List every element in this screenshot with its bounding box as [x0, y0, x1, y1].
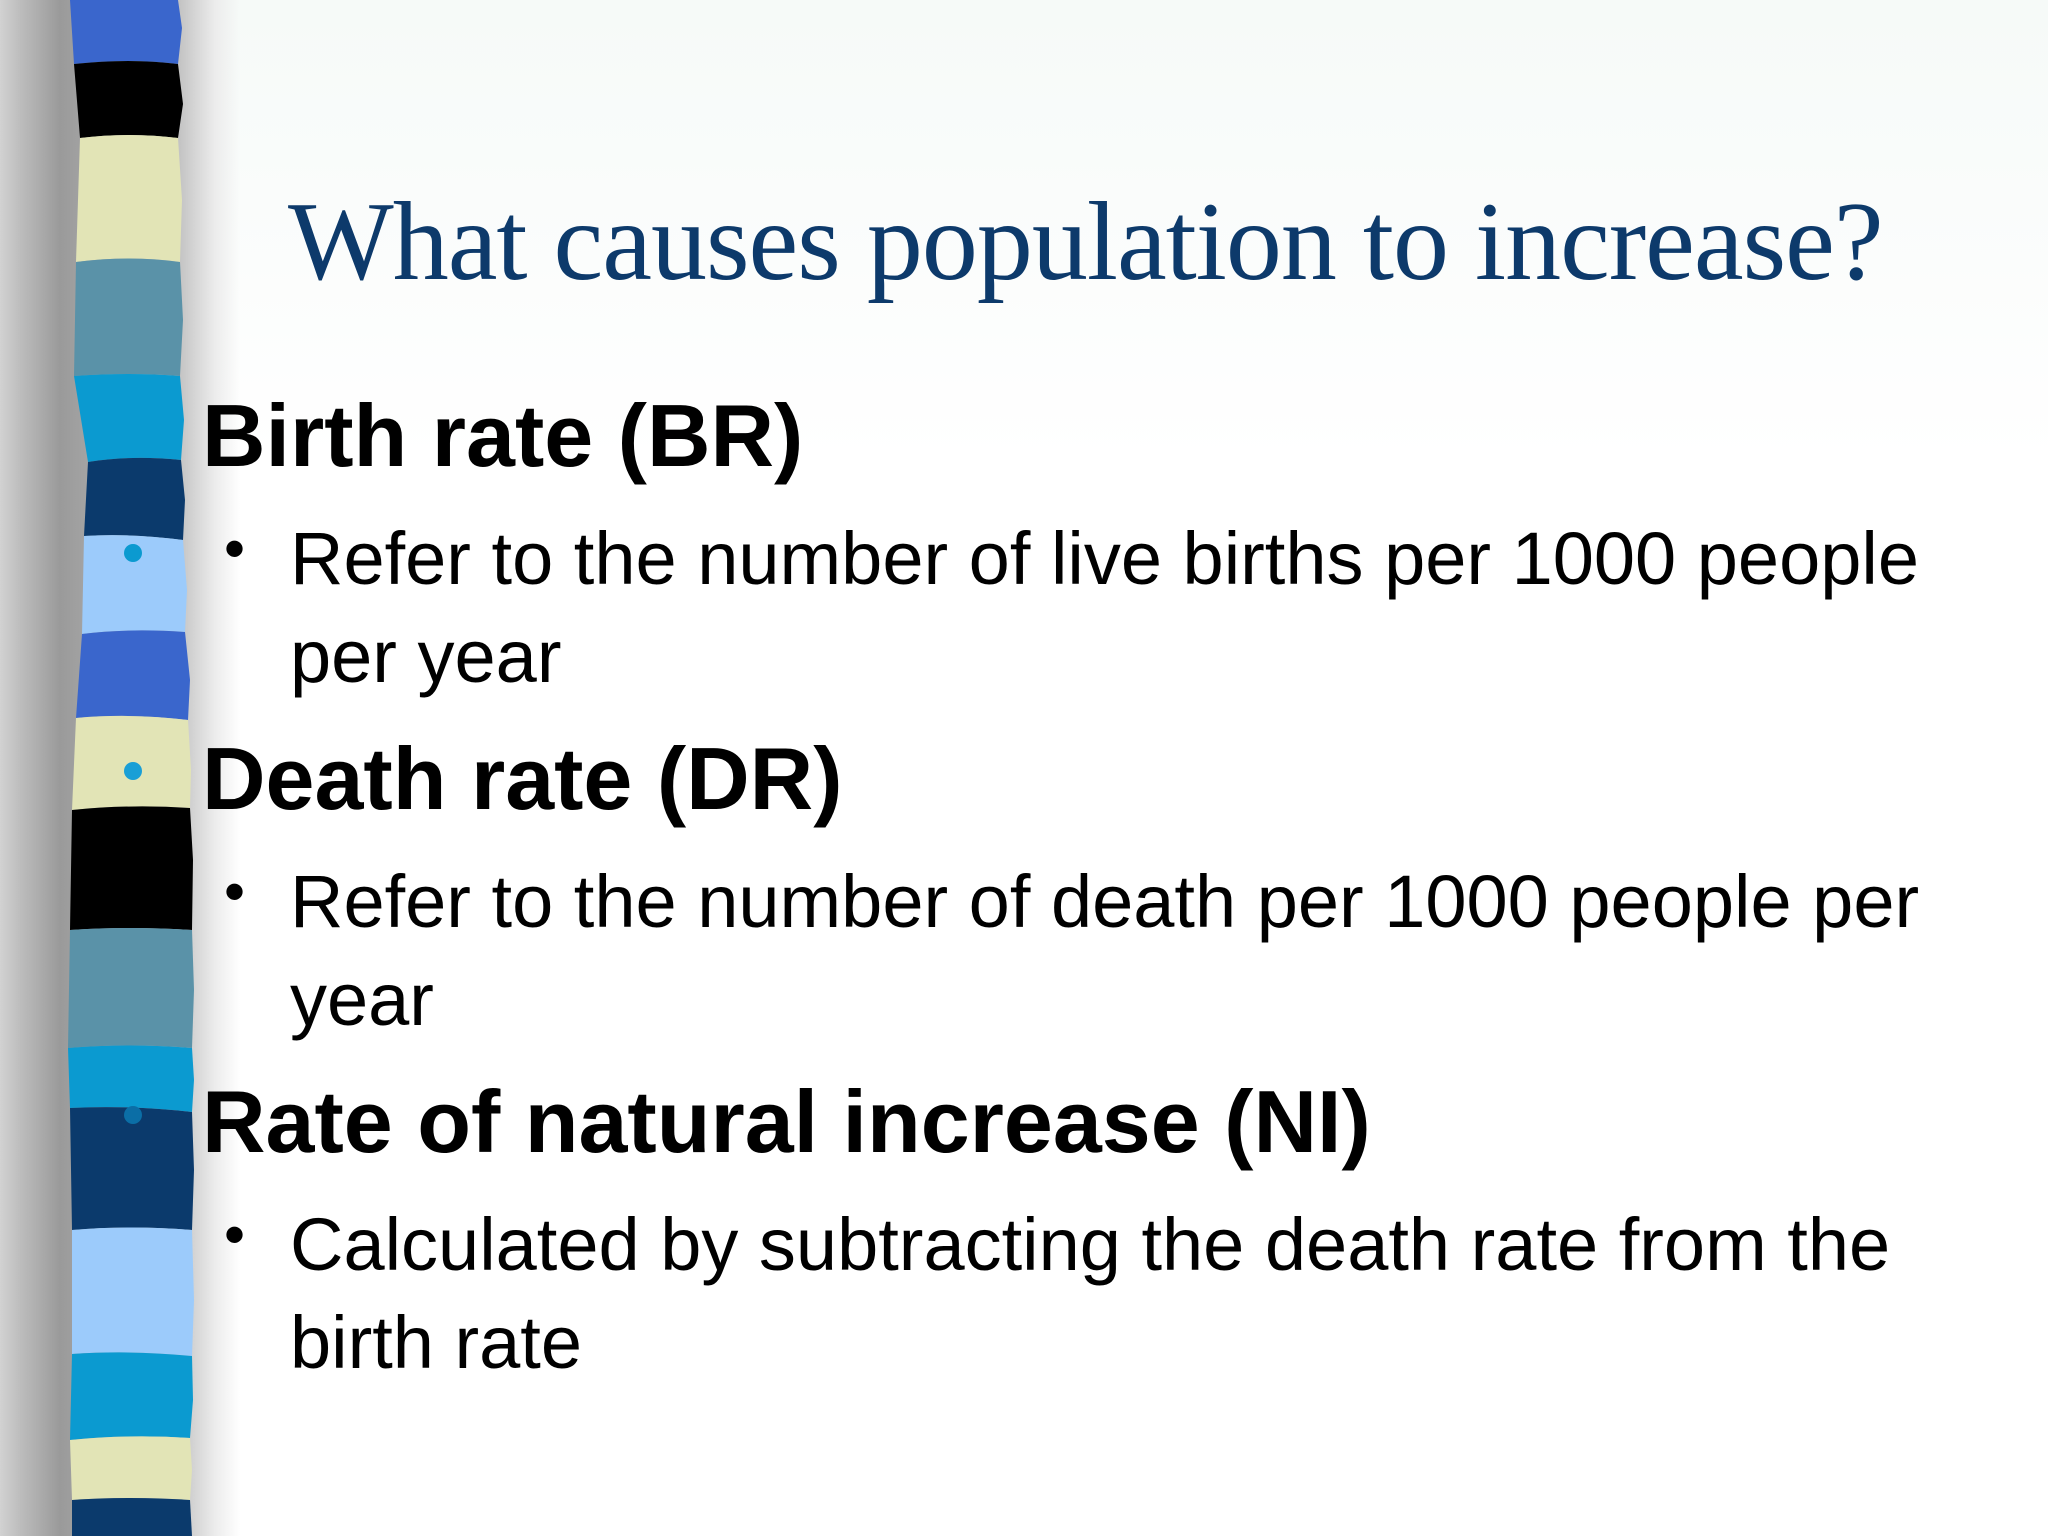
stripe-segment [72, 1498, 192, 1536]
bullet-dot-icon [124, 762, 142, 780]
stripe-segment [70, 806, 193, 930]
stripe-segment [68, 928, 194, 1048]
stripe-segment [70, 1352, 193, 1440]
stripe-segment [82, 535, 187, 634]
decorative-stripe-bar [68, 0, 194, 1536]
sub-bullet-icon: • [224, 858, 246, 925]
stripe-segment [76, 630, 190, 720]
sub-bullet-icon: • [224, 1201, 246, 1268]
stripe-segment [76, 135, 182, 262]
stripe-segment [84, 457, 185, 540]
bullet-dot-icon [124, 1106, 142, 1124]
stripe-segment [70, 0, 182, 64]
slide-title: What causes population to increase? [288, 180, 1884, 304]
stripe-segment [70, 1107, 194, 1230]
bullet-heading-natural-increase: Rate of natural increase (NI) [202, 1072, 1371, 1171]
stripe-segment [70, 1436, 192, 1500]
stripe-segment [68, 1045, 194, 1112]
bullet-detail-death-rate: Refer to the number of death per 1000 pe… [290, 860, 1920, 1041]
bullet-detail-natural-increase: Calculated by subtracting the death rate… [290, 1203, 1891, 1384]
stripe-segment [72, 1227, 194, 1356]
stripe-segment [74, 374, 184, 462]
bullet-dot-icon [124, 544, 142, 562]
bullet-heading-birth-rate: Birth rate (BR) [202, 386, 804, 485]
stripe-segment [74, 61, 183, 138]
stripe-segment [74, 258, 183, 376]
sub-bullet-icon: • [224, 515, 246, 582]
bullet-detail-birth-rate: Refer to the number of live births per 1… [290, 517, 1919, 698]
bullet-heading-death-rate: Death rate (DR) [202, 729, 843, 828]
